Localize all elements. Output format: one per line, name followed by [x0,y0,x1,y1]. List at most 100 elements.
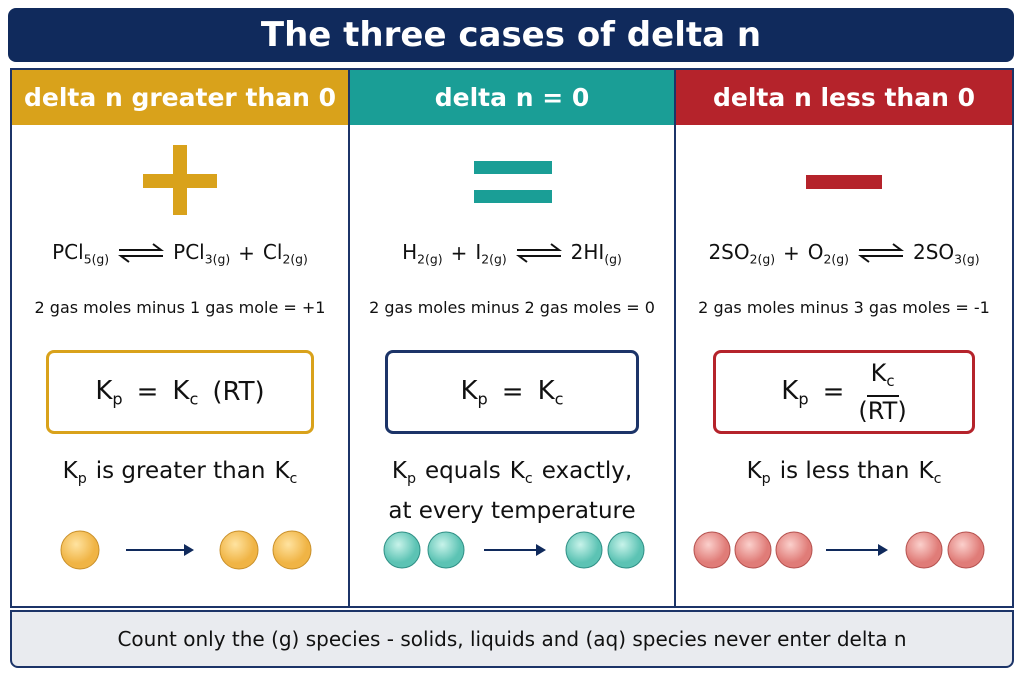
term: Kc [274,455,297,495]
formula-box: Kp = Kc (RT) [46,350,314,434]
equilibrium-arrow [118,243,165,263]
term-base: K [509,458,525,484]
text: = [136,377,159,407]
term-subscript: c [289,470,298,487]
statement: Kp is greater than Kc [12,455,348,495]
term: Kp [392,455,416,495]
term: Kp [63,455,87,495]
text: (RT) [858,397,907,426]
text: (RT) [212,377,265,407]
term-base: O [807,240,824,264]
term: Kc [918,455,941,495]
term: 2SO2(g) [708,240,775,266]
calculation: 2 gas moles minus 1 gas mole = +1 [34,298,326,317]
term-base: K [870,358,887,387]
statement: Kp equals Kc exactly, at every temperature [350,455,674,527]
calculation: 2 gas moles minus 2 gas moles = 0 [369,298,655,317]
term-base: K [918,458,934,484]
statement-line: Kp is less than Kc [676,455,1012,495]
text: at every temperature [388,497,636,524]
term-subscript: 2(g) [823,251,849,267]
term: Kc [870,358,895,391]
statement-line: at every temperature [350,495,674,527]
term-subscript: c [886,372,895,391]
text: + [450,241,468,266]
equals-icon [474,161,552,203]
text: = [822,377,845,407]
minus-icon [806,175,882,189]
term: PCl5(g) [52,240,109,266]
term-base: Cl [262,240,283,264]
reaction: 2SO2(g) + O2(g) 2SO3(g) [676,240,1012,266]
term: H2(g) [402,240,442,266]
text: = [501,377,524,407]
statement: Kp is less than Kc [676,455,1012,495]
term: I2(g) [475,240,506,266]
term-subscript: p [77,470,87,487]
statement-line: Kp equals Kc exactly, [350,455,674,495]
term: Kc [510,455,533,495]
term-subscript: p [406,470,416,487]
molecule-icons [60,530,312,570]
column: delta n = 0 H2(g) + I2(g) 2HI(g) 2 gas mole… [348,68,676,608]
text: is less than [779,458,910,484]
term-subscript: 5(g) [83,251,110,267]
reaction: H2(g) + I2(g) 2HI(g) [350,240,674,266]
term-base: 2HI [570,240,605,264]
term-subscript: 3(g) [204,251,231,267]
text: exactly, [541,458,633,484]
text: + [783,241,800,266]
term-subscript: p [761,470,771,487]
term-subscript: c [933,470,942,487]
term: 2HI(g) [571,240,622,266]
column-heading: delta n less than 0 [676,70,1012,125]
term-subscript: 2(g) [417,251,443,267]
term-base: PCl [173,240,205,264]
term-base: 2SO [708,240,750,264]
term-base: 2SO [912,240,955,264]
term-subscript: p [798,389,809,409]
text: is greater than [95,458,266,484]
plus-icon [143,145,217,215]
term: PCl3(g) [173,240,230,266]
term: Kc [172,376,198,409]
title: The three cases of delta n [8,8,1014,62]
text: equals [424,458,501,484]
term: Kp [747,455,771,495]
term-base: K [274,458,290,484]
term-base: K [460,375,478,406]
term: Kp [781,376,808,409]
term-base: K [172,375,190,406]
term-subscript: c [189,389,199,409]
column: delta n greater than 0 PCl5(g) PCl3(g) + Cl… [10,68,350,608]
term: Kp [95,376,122,409]
term-base: H [402,240,418,264]
numerator: Kc [866,358,899,398]
term-subscript: 2(g) [481,251,507,267]
equilibrium-arrow [515,243,562,263]
equilibrium-arrow [857,243,904,263]
column-heading: delta n = 0 [350,70,674,125]
term: O2(g) [808,240,849,266]
fraction: Kc (RT) [858,359,906,425]
statement-line: Kp is greater than Kc [12,455,348,495]
term-base: K [95,375,113,406]
column-heading: delta n greater than 0 [12,70,348,125]
calculation: 2 gas moles minus 3 gas moles = -1 [698,298,990,317]
term-subscript: p [477,389,488,409]
term-subscript: 2(g) [282,251,308,267]
molecule-icons [693,531,985,569]
term: Cl2(g) [263,240,308,266]
term: Kc [538,376,564,409]
term-subscript: c [554,389,564,409]
term-base: K [62,458,78,484]
term-base: K [391,458,407,484]
footer-note: Count only the (g) species - solids, liq… [10,610,1014,668]
formula-box: Kp = Kc (RT) [713,350,975,434]
formula-box: Kp = Kc [385,350,639,434]
text: + [238,241,255,266]
term-subscript: 2(g) [749,251,776,267]
term-subscript: c [524,470,533,487]
term-base: K [746,458,762,484]
